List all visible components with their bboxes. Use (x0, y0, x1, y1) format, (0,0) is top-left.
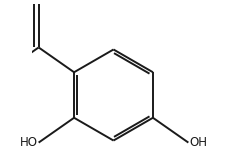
Text: OH: OH (189, 136, 207, 149)
Text: HO: HO (20, 136, 38, 149)
